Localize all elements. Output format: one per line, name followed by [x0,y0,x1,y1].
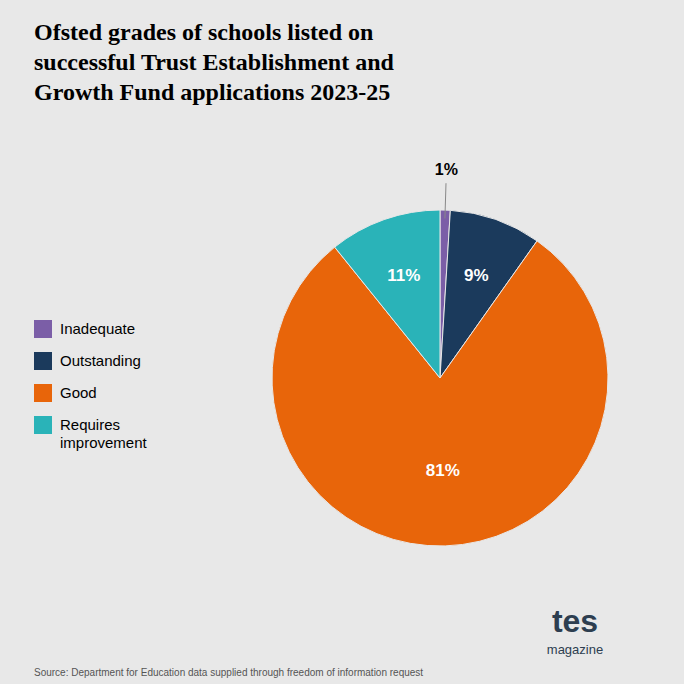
legend: Inadequate Outstanding Good Requiresimprove… [34,320,148,451]
legend-swatch [34,352,52,370]
legend-swatch [34,384,52,402]
logo-text: tes [552,603,598,639]
legend-label: Requiresimprovement [60,416,148,451]
pie [272,210,608,546]
chart: Ofsted grades of schools listed onsucces… [0,0,684,684]
background [0,0,684,684]
legend-swatch [34,320,52,338]
data-label: 9% [464,266,489,285]
data-label: 1% [435,161,458,178]
legend-label: Inadequate [60,320,135,337]
chart-container: Ofsted grades of schools listed onsucces… [0,0,684,684]
data-labels: 1% 9% 81% 11% [387,161,488,480]
data-label: 81% [426,461,460,480]
source-note: Source: Department for Education data su… [34,667,423,678]
logo-subtext: magazine [547,642,603,657]
legend-label: Outstanding [60,352,141,369]
legend-label: Good [60,384,97,401]
data-label: 11% [387,266,420,285]
leader-line [445,183,446,218]
pie-slice [335,210,440,378]
legend-swatch [34,416,52,434]
title: Ofsted grades of schools listed onsucces… [34,19,395,105]
